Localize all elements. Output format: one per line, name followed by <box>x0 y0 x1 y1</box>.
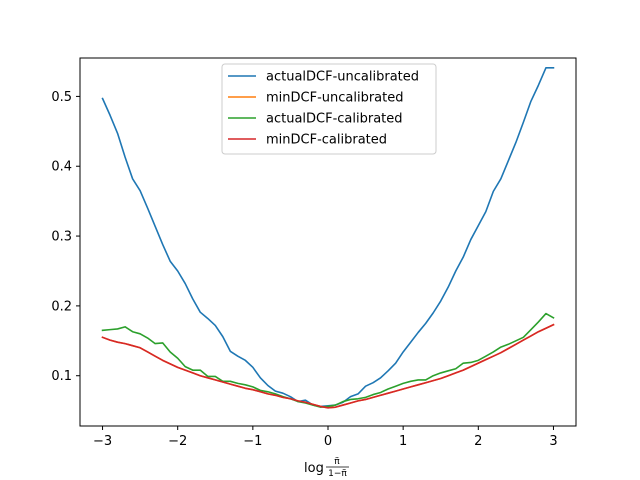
legend-label-minDCF-calibrated: minDCF-calibrated <box>266 133 387 148</box>
x-tick-label: 3 <box>549 434 557 449</box>
x-axis-label-denominator: 1−π̃ <box>328 469 347 479</box>
x-axis-label-log: log <box>304 461 324 476</box>
legend-label-actualDCF-calibrated: actualDCF-calibrated <box>266 112 403 127</box>
series-line-actualDCF-calibrated <box>101 312 555 408</box>
x-tick-label: 0 <box>324 434 332 449</box>
x-tick-label: −3 <box>93 434 112 449</box>
legend: actualDCF-uncalibrated minDCF-uncalibrate… <box>221 63 437 155</box>
legend-frame <box>221 63 437 155</box>
y-tick-label: 0.1 <box>51 369 72 384</box>
x-tick-label: −1 <box>243 434 262 449</box>
legend-label-minDCF-uncalibrated: minDCF-uncalibrated <box>266 91 404 106</box>
x-tick-label: −2 <box>168 434 187 449</box>
y-axis: 0.1 0.2 0.3 0.4 0.5 <box>51 90 80 384</box>
x-axis: −3 −2 −1 0 1 2 3 <box>93 426 558 449</box>
series-layer <box>101 66 555 409</box>
y-tick-label: 0.5 <box>51 90 72 105</box>
y-tick-label: 0.2 <box>51 299 72 314</box>
y-tick-label: 0.3 <box>51 230 72 245</box>
x-tick-label: 1 <box>399 434 407 449</box>
y-tick-label: 0.4 <box>51 160 72 175</box>
legend-label-actualDCF-uncalibrated: actualDCF-uncalibrated <box>266 70 419 85</box>
x-axis-label: log π̃ 1−π̃ <box>304 457 349 479</box>
x-axis-label-numerator: π̃ <box>334 457 340 467</box>
x-tick-label: 2 <box>474 434 482 449</box>
series-line-minDCF-calibrated <box>101 323 555 409</box>
